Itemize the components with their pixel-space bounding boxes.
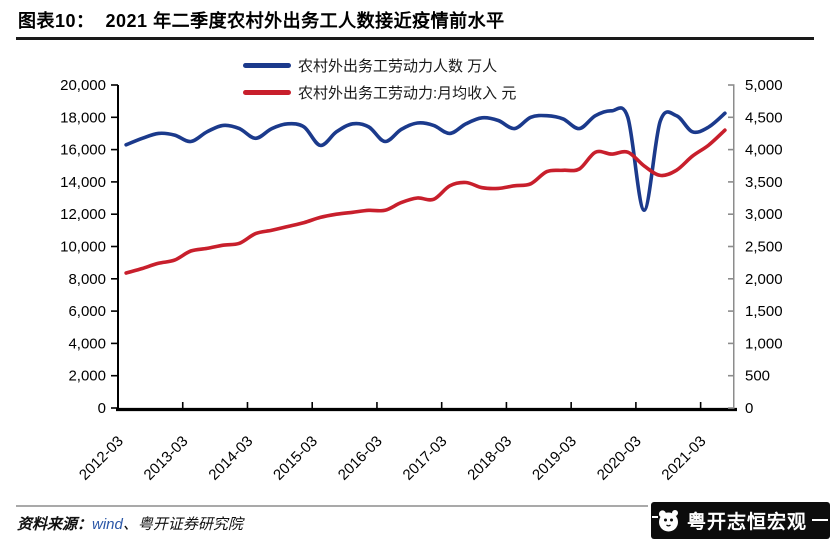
y-right-tick-label: 2,500 bbox=[745, 239, 783, 256]
legend-item-workers: 农村外出务工劳动力人数 万人 bbox=[243, 55, 516, 76]
y-right-tick-label: 4,500 bbox=[745, 109, 783, 126]
source-wind: wind bbox=[92, 516, 123, 533]
x-tick-label: 2021-03 bbox=[658, 433, 709, 484]
y-right-tick-label: 500 bbox=[745, 368, 770, 385]
y-left-tick-label: 8,000 bbox=[68, 271, 106, 288]
y-right-tick-label: 2,000 bbox=[745, 271, 783, 288]
legend-swatch-blue bbox=[243, 63, 291, 68]
y-left-tick-label: 0 bbox=[98, 400, 106, 417]
x-tick-label: 2016-03 bbox=[335, 433, 386, 484]
legend-item-income: 农村外出务工劳动力:月均收入 元 bbox=[243, 82, 516, 103]
y-right-tick-label: 3,500 bbox=[745, 174, 783, 191]
y-right-tick-label: 1,500 bbox=[745, 303, 783, 320]
y-left-tick-label: 6,000 bbox=[68, 303, 106, 320]
y-left-tick-label: 12,000 bbox=[60, 206, 106, 223]
y-right-tick-label: 3,000 bbox=[745, 206, 783, 223]
x-tick-label: 2013-03 bbox=[141, 433, 192, 484]
y-right-tick-label: 5,000 bbox=[745, 77, 783, 94]
monthly-income-line bbox=[124, 128, 727, 275]
x-tick-label: 2020-03 bbox=[594, 433, 645, 484]
x-tick-label: 2015-03 bbox=[270, 433, 321, 484]
panda-icon bbox=[658, 509, 678, 531]
footer-divider bbox=[16, 505, 648, 507]
chart-legend: 农村外出务工劳动力人数 万人 农村外出务工劳动力:月均收入 元 bbox=[243, 55, 516, 109]
y-left-tick-label: 14,000 bbox=[60, 174, 106, 191]
brand-banner: 粤开志恒宏观 bbox=[651, 502, 830, 539]
legend-label-workers: 农村外出务工劳动力人数 万人 bbox=[298, 58, 498, 75]
source-label: 资料来源： bbox=[17, 516, 93, 533]
title-divider bbox=[16, 37, 814, 40]
y-right-tick-label: 4,000 bbox=[745, 142, 783, 159]
source-note: 资料来源：wind、粤开证券研究院 bbox=[17, 513, 243, 534]
y-right-tick-label: 0 bbox=[745, 400, 753, 417]
workers-count-line bbox=[124, 106, 727, 213]
brand-name: 粤开志恒宏观 bbox=[687, 512, 808, 533]
y-left-tick-label: 18,000 bbox=[60, 109, 106, 126]
x-tick-label: 2018-03 bbox=[464, 433, 515, 484]
x-tick-label: 2019-03 bbox=[529, 433, 580, 484]
x-tick-label: 2017-03 bbox=[400, 433, 451, 484]
y-left-tick-label: 10,000 bbox=[60, 239, 106, 256]
y-left-tick-label: 20,000 bbox=[60, 77, 106, 94]
source-institute: 、粤开证券研究院 bbox=[122, 516, 243, 533]
legend-swatch-red bbox=[243, 90, 291, 95]
figure-title: 图表10： 2021 年二季度农村外出务工人数接近疫情前水平 bbox=[18, 11, 505, 31]
x-tick-label: 2012-03 bbox=[76, 433, 127, 484]
y-left-tick-label: 16,000 bbox=[60, 142, 106, 159]
y-right-tick-label: 1,000 bbox=[745, 335, 783, 352]
legend-label-income: 农村外出务工劳动力:月均收入 元 bbox=[298, 85, 517, 102]
y-left-tick-label: 2,000 bbox=[68, 368, 106, 385]
y-left-tick-label: 4,000 bbox=[68, 335, 106, 352]
x-tick-label: 2014-03 bbox=[205, 433, 256, 484]
